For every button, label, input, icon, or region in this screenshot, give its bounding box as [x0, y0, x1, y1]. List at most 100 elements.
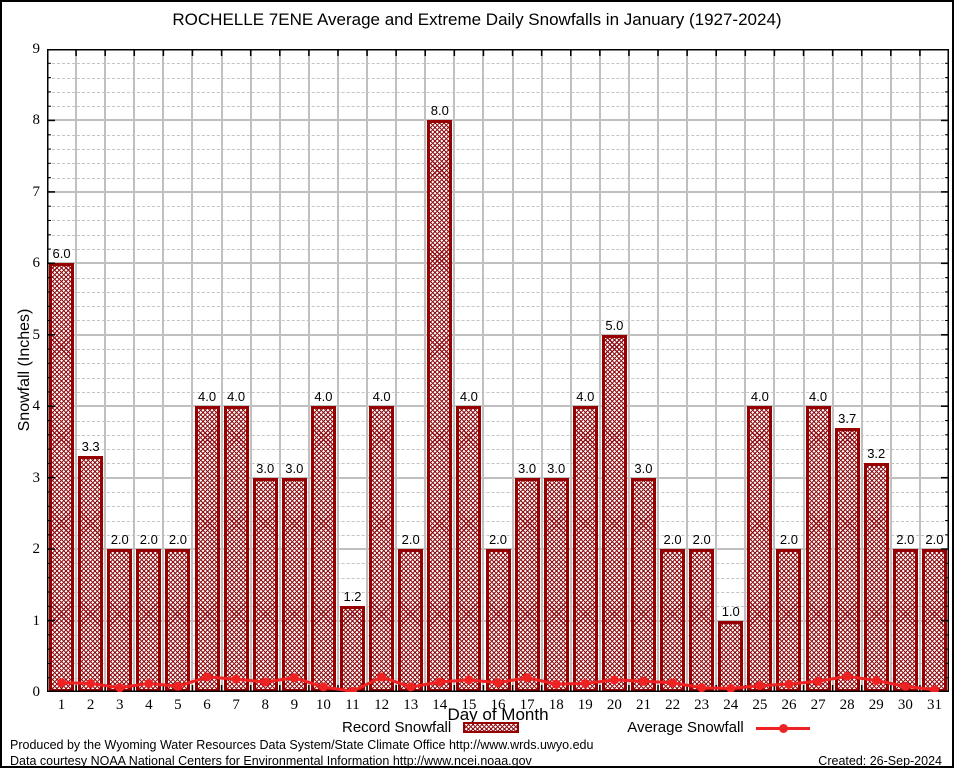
average-snowfall-marker	[318, 682, 328, 692]
y-axis-label: Snowfall (Inches)	[16, 308, 33, 432]
gridline-major	[47, 405, 949, 408]
record-snowfall-bar	[49, 263, 75, 692]
average-snowfall-marker	[86, 678, 96, 688]
gridline-vertical	[889, 49, 892, 692]
gridline-vertical	[366, 49, 369, 692]
gridline-vertical	[249, 49, 252, 692]
y-tick-label: 1	[32, 612, 41, 629]
y-tick-label: 5	[32, 326, 41, 343]
gridline-vertical	[598, 49, 601, 692]
gridline-minor	[47, 177, 949, 179]
bar-value-label: 4.0	[750, 389, 769, 405]
average-snowfall-marker	[464, 675, 474, 685]
record-snowfall-bar	[747, 406, 773, 692]
gridline-vertical	[831, 49, 834, 692]
x-tick-label: 15	[461, 697, 477, 713]
y-tick-label: 3	[32, 469, 41, 486]
record-snowfall-bar	[165, 549, 191, 692]
gridline-minor	[47, 134, 949, 136]
gridline-minor	[47, 520, 949, 522]
gridline-vertical	[104, 49, 107, 692]
bar-value-label: 8.0	[430, 103, 449, 119]
gridline-minor	[47, 206, 949, 208]
average-snowfall-marker	[580, 678, 590, 688]
gridline-major	[47, 190, 949, 193]
gridline-vertical	[918, 49, 921, 692]
x-axis-label: Day of Month	[447, 705, 549, 724]
bar-value-label: 3.2	[867, 446, 886, 462]
bar-value-label: 4.0	[809, 389, 828, 405]
bar-value-label: 2.0	[401, 532, 420, 548]
x-tick-label: 2	[86, 697, 95, 713]
record-snowfall-bar	[834, 427, 860, 692]
x-tick-label: 30	[897, 697, 913, 713]
average-snowfall-marker	[493, 678, 503, 688]
gridline-minor	[47, 320, 949, 322]
average-snowfall-marker	[260, 677, 270, 687]
record-snowfall-bar	[601, 334, 627, 692]
footer-data-courtesy-text: Data courtesy NOAA National Centers for …	[10, 754, 532, 768]
legend: Record Snowfall Average Snowfall	[342, 719, 810, 736]
bar-value-label: 2.0	[925, 532, 944, 548]
record-snowfall-bar	[194, 406, 220, 692]
gridline-minor	[47, 63, 949, 65]
bar-value-label: 2.0	[139, 532, 158, 548]
average-snowfall-marker	[522, 673, 532, 683]
bar-value-label: 4.0	[372, 389, 391, 405]
x-tick-label: 31	[926, 697, 942, 713]
average-snowfall-marker	[202, 672, 212, 682]
x-tick-label: 25	[752, 697, 768, 713]
x-tick-label: 9	[290, 697, 299, 713]
gridline-vertical	[162, 49, 165, 692]
average-snowfall-marker	[842, 671, 852, 681]
gridline-minor	[47, 534, 949, 536]
average-snowfall-marker	[871, 676, 881, 686]
bar-value-label: 6.0	[52, 246, 71, 262]
x-tick-label: 3	[115, 697, 124, 713]
y-tick-label: 4	[32, 398, 41, 415]
average-snowfall-marker	[435, 677, 445, 687]
x-tick-label: 12	[374, 697, 390, 713]
average-snowfall-marker	[115, 683, 125, 692]
x-tick-label: 16	[490, 697, 506, 713]
gridline-minor	[47, 377, 949, 379]
gridline-vertical	[802, 49, 805, 692]
y-tick-label: 6	[32, 255, 41, 272]
gridline-minor	[47, 234, 949, 236]
bar-value-label: 2.0	[110, 532, 129, 548]
gridline-minor	[47, 291, 949, 293]
average-snowfall-marker	[900, 681, 910, 691]
gridline-vertical	[773, 49, 776, 692]
gridline-minor	[47, 420, 949, 422]
gridline-vertical	[424, 49, 427, 692]
gridline-minor	[47, 163, 949, 165]
record-snowfall-bar	[630, 477, 656, 692]
gridline-vertical	[686, 49, 689, 692]
average-snowfall-marker	[813, 676, 823, 686]
gridline-minor	[47, 306, 949, 308]
average-snowfall-line-icon	[755, 721, 810, 735]
legend-record-label: Record Snowfall	[342, 719, 452, 736]
record-snowfall-bar	[863, 463, 889, 692]
gridline-vertical	[715, 49, 718, 692]
x-tick-label: 21	[635, 697, 651, 713]
gridline-major	[47, 262, 949, 265]
chart-title: ROCHELLE 7ENE Average and Extreme Daily …	[172, 10, 782, 29]
bar-value-label: 2.0	[488, 532, 508, 548]
record-snowfall-bar	[572, 406, 598, 692]
record-snowfall-bar	[485, 549, 511, 692]
record-snowfall-bar	[281, 477, 307, 692]
gridline-vertical	[657, 49, 660, 692]
bar-value-label: 4.0	[227, 389, 246, 405]
gridline-minor	[47, 434, 949, 436]
record-snowfall-bar	[107, 549, 133, 692]
plot-area: 6.0 3.3 2.0 2.0 2.0 4.0 4.0 3.0 3.0 4.0 1.2 4.0 2.0 8…	[47, 49, 949, 692]
x-tick-label: 18	[548, 697, 564, 713]
average-snowfall-marker	[784, 679, 794, 689]
record-snowfall-bar	[514, 477, 540, 692]
gridline-vertical	[336, 49, 339, 692]
x-tick-label: 8	[261, 697, 269, 713]
gridline-vertical	[744, 49, 747, 692]
average-snowfall-marker	[609, 675, 619, 685]
bar-value-label: 4.0	[459, 389, 478, 405]
